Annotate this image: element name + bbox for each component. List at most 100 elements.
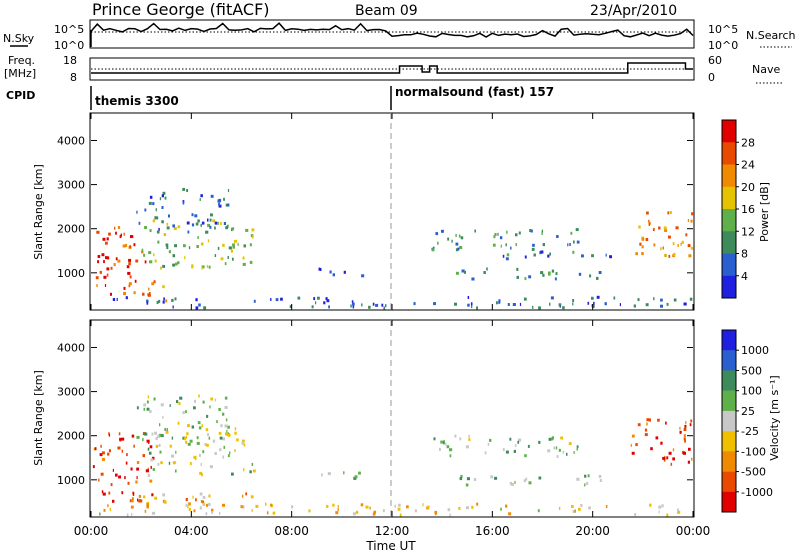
colorbar-tick-label: -500 — [741, 466, 766, 479]
heatmap-cell — [154, 496, 158, 500]
heatmap-cell — [660, 247, 662, 251]
heatmap-cell — [108, 449, 111, 453]
x-tick-label: 12:00 — [375, 524, 410, 538]
heatmap-cell — [230, 249, 233, 253]
heatmap-cell — [185, 440, 188, 444]
colorbar-swatch — [722, 370, 736, 391]
heatmap-cell — [365, 505, 369, 509]
heatmap-cell — [218, 408, 221, 411]
heatmap-cell — [175, 262, 178, 266]
heatmap-cell — [121, 491, 124, 495]
heatmap-cell — [224, 262, 227, 266]
heatmap-cell — [498, 299, 501, 303]
heatmap-cell — [382, 509, 385, 513]
heatmap-cell — [372, 302, 375, 306]
heatmap-cell — [178, 402, 181, 405]
heatmap-cell — [148, 251, 152, 255]
x-tick-label: 04:00 — [174, 524, 209, 538]
heatmap-cell — [509, 482, 512, 485]
heatmap-cell — [326, 299, 330, 303]
heatmap-cell — [201, 266, 203, 270]
heatmap-cell — [648, 219, 650, 223]
heatmap-cell — [689, 423, 692, 427]
heatmap-cell — [665, 254, 667, 257]
heatmap-cell — [323, 301, 326, 305]
heatmap-cell — [143, 253, 146, 257]
heatmap-cell — [645, 303, 649, 307]
power-colorbar-label: Power [dB] — [758, 182, 771, 242]
heatmap-cell — [351, 300, 354, 304]
heatmap-cell — [148, 201, 152, 205]
heatmap-cell — [573, 240, 575, 244]
heatmap-cell — [236, 438, 239, 442]
heatmap-cell — [206, 264, 209, 268]
heatmap-cell — [101, 253, 105, 257]
heatmap-cell — [637, 423, 641, 427]
heatmap-cell — [645, 238, 649, 241]
colorbar-swatch — [722, 451, 736, 472]
noise-sky-label: N.Sky — [3, 32, 35, 45]
heatmap-cell — [675, 226, 679, 230]
heatmap-cell — [679, 426, 681, 430]
heatmap-cell — [447, 237, 450, 241]
heatmap-cell — [104, 284, 107, 287]
heatmap-cell — [461, 269, 465, 273]
heatmap-cell — [160, 461, 163, 465]
heatmap-cell — [241, 441, 245, 445]
heatmap-cell — [226, 429, 228, 433]
heatmap-cell — [513, 449, 516, 453]
heatmap-cell — [99, 453, 103, 457]
y-tick-label: 1000 — [57, 474, 85, 487]
heatmap-cell — [490, 475, 494, 479]
heatmap-cell — [147, 395, 149, 399]
heatmap-cell — [369, 506, 371, 510]
heatmap-cell — [588, 506, 591, 510]
heatmap-cell — [151, 456, 155, 460]
heatmap-cell — [177, 225, 181, 229]
heatmap-cell — [152, 219, 156, 223]
heatmap-cell — [128, 282, 132, 286]
heatmap-cell — [524, 255, 527, 259]
heatmap-cell — [199, 506, 202, 510]
heatmap-cell — [468, 434, 470, 438]
heatmap-cell — [155, 444, 159, 448]
heatmap-cell — [471, 505, 474, 509]
freq-right-tick-top: 60 — [708, 54, 722, 67]
heatmap-cell — [375, 303, 379, 307]
cpid-label: CPID — [6, 89, 35, 102]
heatmap-cell — [136, 435, 140, 439]
heatmap-cell — [670, 462, 673, 466]
heatmap-cell — [500, 244, 502, 248]
heatmap-cell — [319, 268, 322, 271]
heatmap-cell — [161, 194, 164, 198]
heatmap-cell — [635, 443, 638, 447]
noise-left-tick-bottom: 10^0 — [54, 39, 84, 52]
heatmap-cell — [207, 218, 209, 222]
heatmap-cell — [668, 451, 672, 455]
heatmap-cell — [360, 503, 364, 507]
heatmap-cell — [578, 272, 582, 276]
heatmap-cell — [538, 476, 542, 480]
heatmap-cell — [460, 236, 464, 240]
heatmap-cell — [177, 261, 180, 265]
heatmap-cell — [162, 285, 165, 289]
heatmap-cell — [173, 254, 176, 258]
heatmap-cell — [136, 210, 138, 214]
heatmap-cell — [153, 253, 155, 257]
heatmap-cell — [657, 418, 660, 422]
heatmap-cell — [185, 498, 188, 501]
heatmap-cell — [687, 244, 691, 248]
heatmap-cell — [122, 244, 126, 248]
heatmap-cell — [499, 236, 503, 240]
heatmap-cell — [124, 244, 128, 247]
heatmap-cell — [207, 433, 209, 437]
heatmap-cell — [189, 462, 192, 466]
heatmap-cell — [112, 499, 115, 503]
heatmap-cell — [121, 449, 124, 453]
heatmap-cell — [174, 297, 177, 301]
heatmap-cell — [449, 513, 451, 517]
heatmap-cell — [329, 270, 332, 274]
heatmap-cell — [506, 230, 508, 234]
heatmap-cell — [682, 451, 686, 455]
heatmap-cell — [206, 414, 209, 418]
